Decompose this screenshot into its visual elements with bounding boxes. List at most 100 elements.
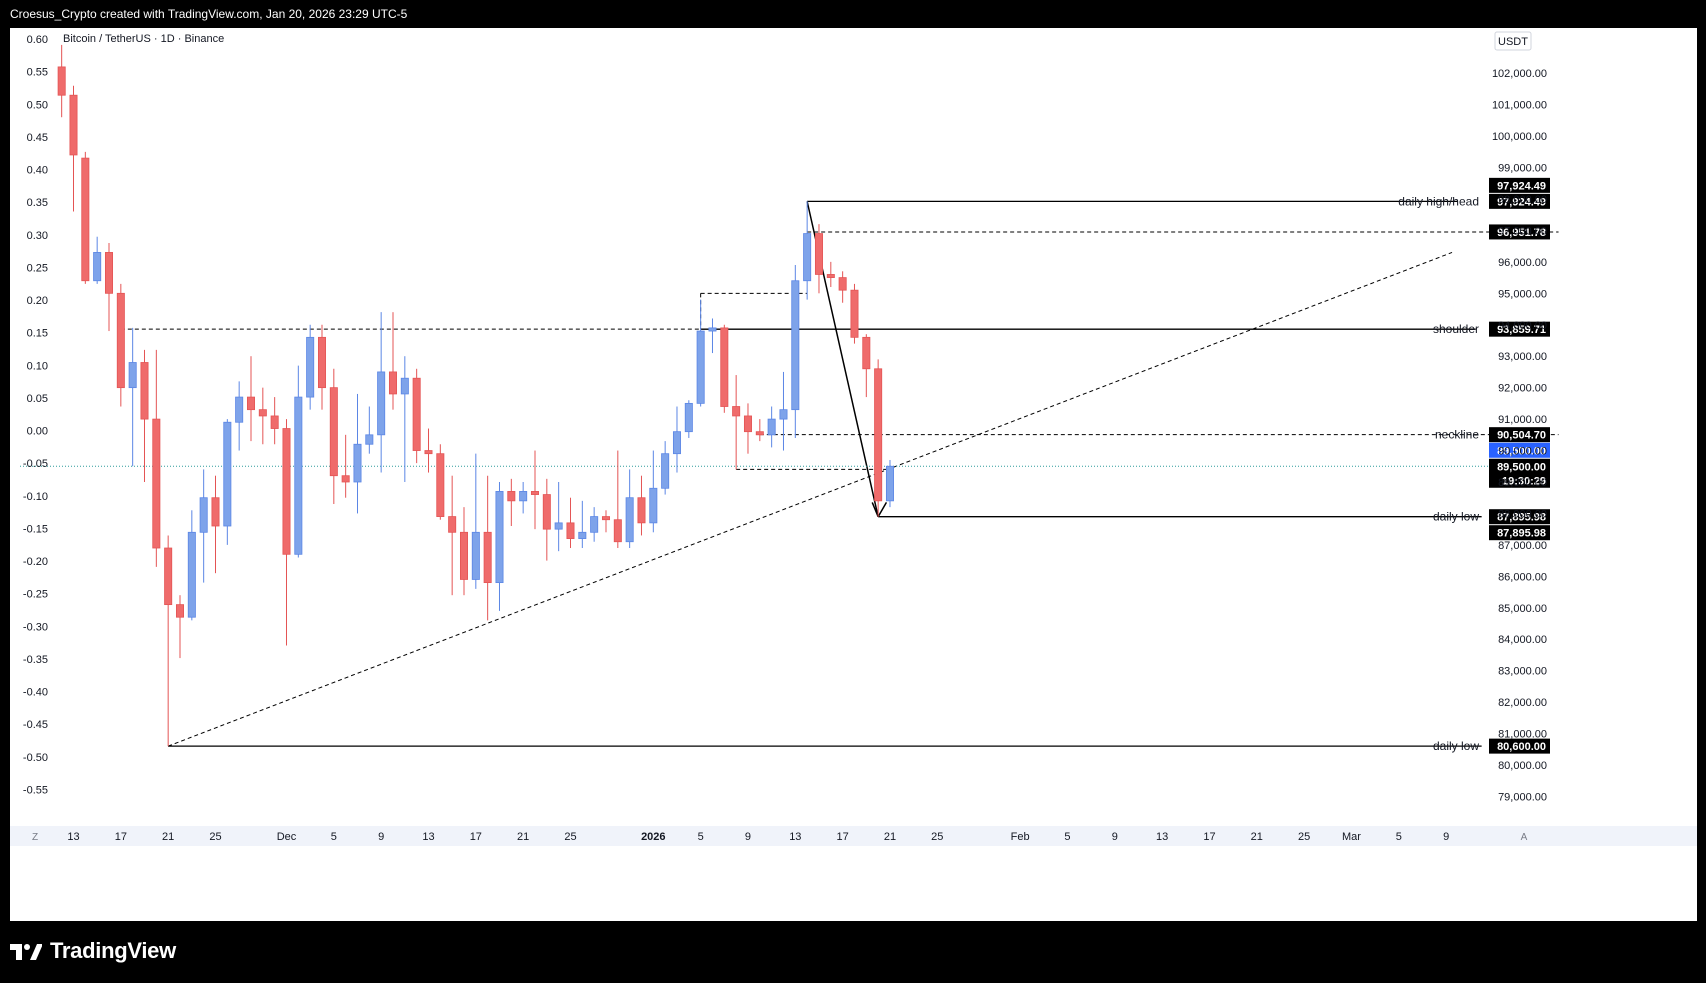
candle-body: [93, 252, 102, 282]
right-axis-tick: 95,000.00: [1498, 288, 1547, 300]
left-axis-tick: 0.35: [27, 197, 48, 209]
time-axis-label: 9: [1443, 831, 1449, 843]
candle-body: [625, 497, 634, 543]
time-axis-label: 9: [1112, 831, 1118, 843]
right-axis-tick: 99,000.00: [1498, 163, 1547, 175]
right-axis-tick: 82,000.00: [1498, 697, 1547, 709]
left-axis-tick: -0.30: [23, 621, 48, 633]
time-axis: Z A 13 17 21 25 Dec 5 9 13 17 21 25 2026 5 9 13 17 21 25 Feb…: [10, 826, 1697, 846]
tradingview-logo[interactable]: TradingView: [10, 938, 176, 964]
candle-body: [128, 362, 137, 389]
candle-down: [601, 510, 610, 533]
candle-down: [732, 375, 741, 470]
symbol-title: Bitcoin / TetherUS · 1D · Binance: [63, 33, 224, 45]
price-tag-low: [1489, 509, 1550, 525]
left-axis-tick: -0.45: [23, 719, 48, 731]
candle-body: [732, 406, 741, 417]
candle-down: [282, 419, 291, 646]
time-axis-label: 13: [1156, 831, 1168, 843]
candle-body: [826, 274, 835, 278]
candle-down: [104, 243, 113, 332]
left-axis-tick: -0.15: [23, 523, 48, 535]
attribution-text: Croesus_Crypto created with TradingView.…: [10, 7, 408, 21]
chart-panel[interactable]: daily high/head 97,924.49 97,924.49 96,951.…: [10, 28, 1697, 921]
candle-body: [885, 465, 894, 502]
right-axis-tick: 79,000.00: [1498, 791, 1547, 803]
candle-body: [803, 233, 812, 282]
candle-body: [341, 475, 350, 483]
candle-body: [767, 418, 776, 436]
candle-up: [306, 324, 315, 410]
candle-body: [814, 233, 823, 275]
candle-up: [625, 469, 634, 549]
candle-up: [471, 453, 480, 589]
candle-up: [885, 459, 894, 508]
price-tag-text: 87,895.98: [1497, 528, 1546, 540]
candle-up: [223, 419, 232, 545]
annotation-label: daily low: [1433, 739, 1479, 753]
candle-body: [590, 516, 599, 533]
candle-down: [388, 312, 397, 410]
right-axis-tick: 97,000.00: [1498, 225, 1547, 237]
time-axis-label: 13: [67, 831, 79, 843]
right-axis-tick: 96,000.00: [1498, 257, 1547, 269]
left-axis-tick: -0.50: [23, 752, 48, 764]
right-axis-tick: 89,000.00: [1498, 477, 1547, 489]
candle-body: [377, 371, 386, 436]
price-tag-text: 90,504.70: [1497, 430, 1546, 442]
time-axis-label: 25: [564, 831, 576, 843]
candle-body: [779, 409, 788, 420]
candle-body: [696, 330, 705, 404]
time-axis-label: 17: [837, 831, 849, 843]
currency-button[interactable]: [1494, 31, 1532, 51]
candle-body: [246, 396, 255, 411]
candle-body: [187, 531, 196, 618]
candle-body: [424, 450, 433, 455]
candle-down: [850, 283, 859, 344]
candle-body: [400, 377, 409, 395]
candle-up: [294, 365, 303, 558]
time-axis-label: 21: [162, 831, 174, 843]
candle-down: [270, 397, 279, 445]
candle-down: [483, 475, 492, 621]
axis-corner-left: Z: [32, 832, 38, 843]
tradingview-logo-text: TradingView: [50, 938, 176, 963]
left-axis: 0.60 0.55 0.50 0.45 0.40 0.35 0.30 0.25 0.20 0.15…: [23, 34, 48, 796]
left-axis-tick: -0.10: [23, 491, 48, 503]
right-axis-tick: 80,000.00: [1498, 760, 1547, 772]
candle-down: [246, 356, 255, 442]
price-chart[interactable]: daily high/head 97,924.49 97,924.49 96,951.…: [10, 28, 1697, 921]
candle-up: [767, 406, 776, 448]
candle-down: [152, 349, 161, 567]
price-tag-current: [1489, 442, 1550, 458]
time-axis-label: 25: [1298, 831, 1310, 843]
candle-body: [175, 604, 184, 618]
time-axis-label: Dec: [277, 831, 297, 843]
right-axis-tick: 93,000.00: [1498, 351, 1547, 363]
right-axis-tick: 81,000.00: [1498, 729, 1547, 741]
left-axis-tick: -0.40: [23, 687, 48, 699]
candle-body: [578, 531, 587, 539]
candle-body: [672, 431, 681, 455]
price-tag-shoulder: [1489, 321, 1550, 337]
time-axis-label: Feb: [1011, 831, 1030, 843]
candle-up: [708, 318, 717, 354]
candle-body: [649, 487, 658, 524]
candle-down: [412, 368, 421, 464]
trend-lines: [20, 200, 1559, 747]
time-axis-label: 5: [698, 831, 704, 843]
candle-body: [104, 252, 113, 294]
candle-down: [175, 595, 184, 659]
candle-up: [590, 507, 599, 542]
price-tag-neckline: [1489, 427, 1550, 443]
annotation-label: neckline: [1435, 428, 1479, 442]
candle-body: [459, 531, 468, 580]
time-axis-label: 25: [209, 831, 221, 843]
time-axis-label: 5: [1396, 831, 1402, 843]
time-axis-label: 17: [1203, 831, 1215, 843]
candle-body: [199, 497, 208, 533]
candle-body: [116, 292, 125, 389]
candle-body: [270, 415, 279, 429]
right-axis-tick: 100,000.00: [1492, 131, 1547, 143]
candle-up: [235, 381, 244, 451]
